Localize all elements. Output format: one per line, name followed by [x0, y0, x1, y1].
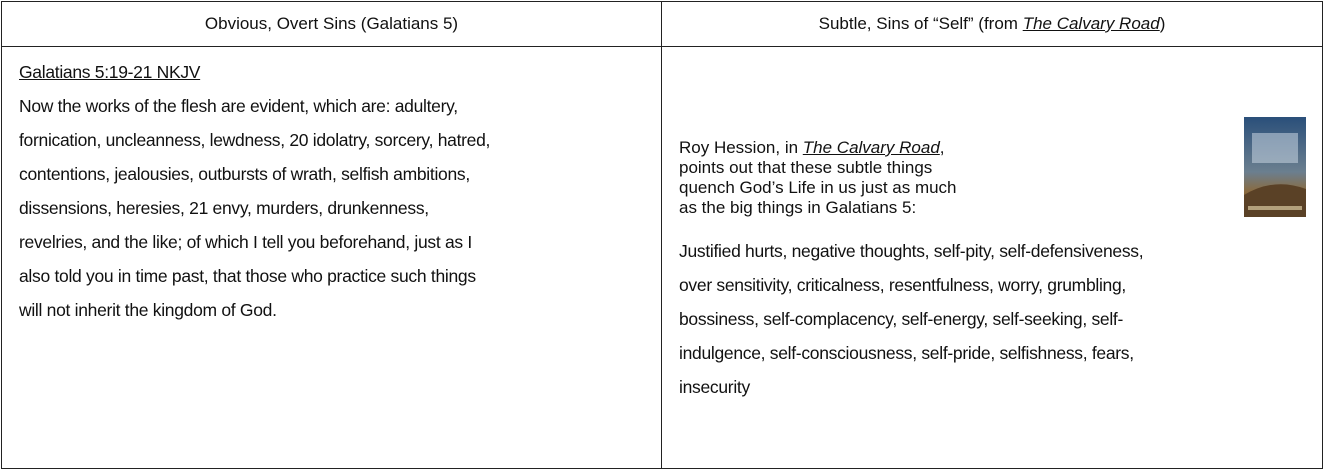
text-line: also told you in time past, that those w…	[19, 266, 476, 286]
text-line: will not inherit the kingdom of God.	[19, 300, 277, 320]
book-title: The Calvary Road	[802, 138, 940, 157]
text-line: revelries, and the like; of which I tell…	[19, 232, 472, 252]
text-line: Justified hurts, negative thoughts, self…	[679, 241, 1144, 261]
header-cell: Subtle, Sins of “Self” (from The Calvary…	[662, 2, 1322, 46]
intro-paragraph: Roy Hession, in The Calvary Road, points…	[679, 138, 961, 218]
scripture-reference: Galatians 5:19-21 NKJV	[19, 62, 201, 82]
header-text: )	[1159, 14, 1166, 33]
text-line: indulgence, self-consciousness, self-pri…	[679, 343, 1134, 363]
header-text: Subtle, Sins of “Self” (from	[818, 14, 1023, 33]
intro-text: , points out that these subtle things qu…	[679, 138, 957, 217]
column-divider	[661, 2, 662, 468]
text-line: Now the works of the flesh are evident, …	[19, 96, 458, 116]
book-cover	[1244, 117, 1306, 217]
header-cell: Obvious, Overt Sins (Galatians 5)	[204, 14, 459, 33]
intro-text: Roy Hession, in	[679, 138, 803, 157]
text-line: contentions, jealousies, outbursts of wr…	[19, 164, 470, 184]
text-line: over sensitivity, criticalness, resentfu…	[679, 275, 1126, 295]
text-line: bossiness, self-complacency, self-energy…	[679, 309, 1124, 329]
book-title: The Calvary Road	[1022, 14, 1160, 33]
row-divider	[2, 46, 1322, 47]
text-line: insecurity	[679, 377, 750, 397]
text-line: fornication, uncleanness, lewdness, 20 i…	[19, 130, 491, 150]
text-line: dissensions, heresies, 21 envy, murders,…	[19, 198, 429, 218]
